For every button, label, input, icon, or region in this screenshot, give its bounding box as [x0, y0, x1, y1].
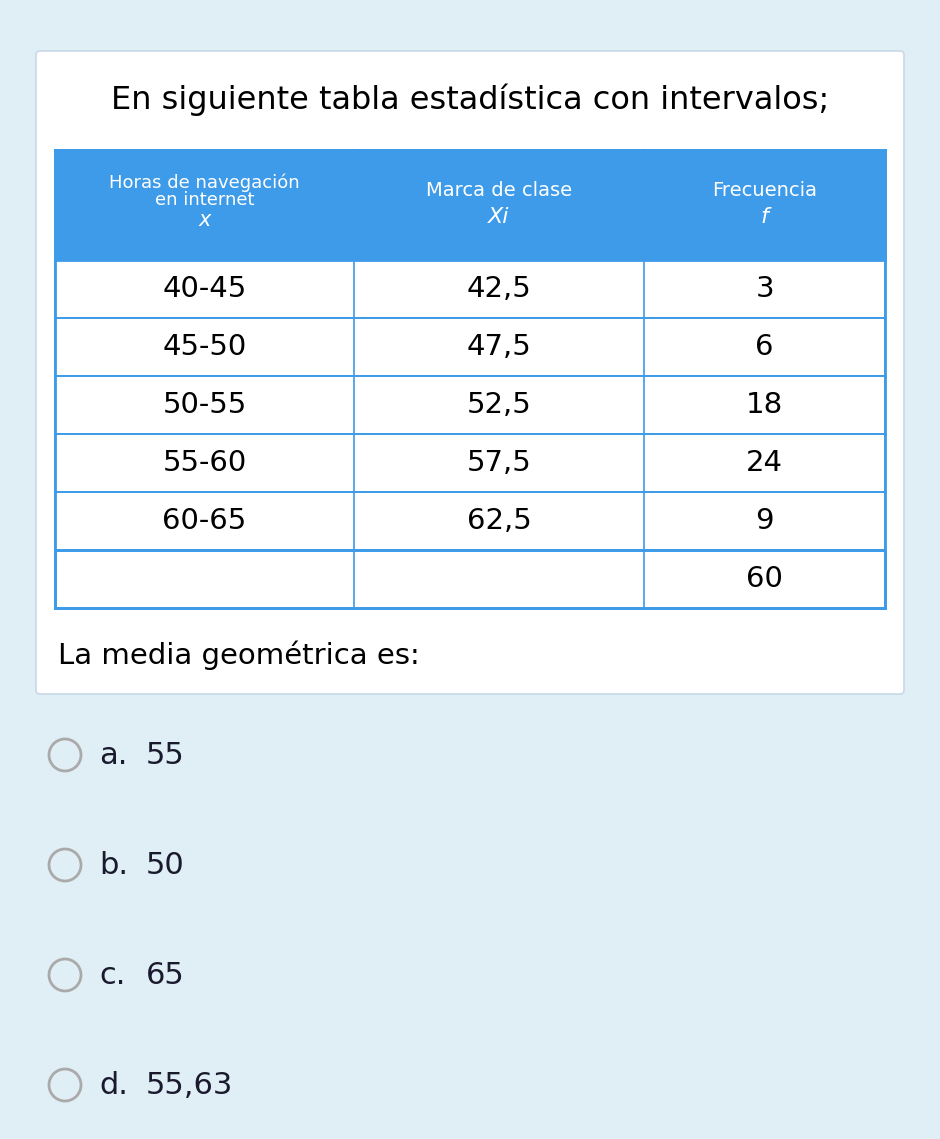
Text: Horas de navegación: Horas de navegación — [109, 174, 300, 192]
Text: x: x — [198, 210, 211, 230]
Text: 55-60: 55-60 — [163, 449, 246, 477]
Text: 45-50: 45-50 — [163, 333, 246, 361]
Bar — [55, 260, 885, 318]
Text: 60: 60 — [746, 565, 783, 593]
Text: 9: 9 — [756, 507, 774, 535]
Bar — [55, 150, 885, 260]
Text: Frecuencia: Frecuencia — [713, 180, 817, 199]
Text: 50: 50 — [146, 851, 185, 879]
Bar — [55, 318, 885, 376]
Text: 60-65: 60-65 — [163, 507, 246, 535]
Text: 65: 65 — [146, 960, 185, 990]
Text: 50-55: 50-55 — [163, 391, 246, 419]
Text: 24: 24 — [746, 449, 783, 477]
Text: 62,5: 62,5 — [466, 507, 531, 535]
Text: c.: c. — [99, 960, 125, 990]
Bar — [55, 434, 885, 492]
Text: 57,5: 57,5 — [466, 449, 531, 477]
Text: Marca de clase: Marca de clase — [426, 180, 572, 199]
Text: 3: 3 — [756, 274, 774, 303]
Text: 52,5: 52,5 — [466, 391, 531, 419]
Text: Xi: Xi — [489, 207, 509, 227]
Text: 47,5: 47,5 — [466, 333, 531, 361]
FancyBboxPatch shape — [36, 51, 904, 694]
Text: 6: 6 — [756, 333, 774, 361]
Text: d.: d. — [99, 1071, 128, 1099]
Text: f: f — [760, 207, 769, 227]
Bar — [55, 492, 885, 550]
Text: 55: 55 — [146, 740, 185, 770]
Text: 55,63: 55,63 — [146, 1071, 233, 1099]
Bar — [55, 376, 885, 434]
Text: La media geométrica es:: La media geométrica es: — [58, 640, 420, 670]
Text: a.: a. — [99, 740, 128, 770]
Bar — [55, 550, 885, 608]
Text: b.: b. — [99, 851, 128, 879]
Text: 42,5: 42,5 — [466, 274, 531, 303]
Text: en internet: en internet — [155, 191, 254, 208]
Text: 40-45: 40-45 — [163, 274, 246, 303]
Text: 18: 18 — [746, 391, 783, 419]
Text: En siguiente tabla estadística con intervalos;: En siguiente tabla estadística con inter… — [111, 84, 829, 116]
